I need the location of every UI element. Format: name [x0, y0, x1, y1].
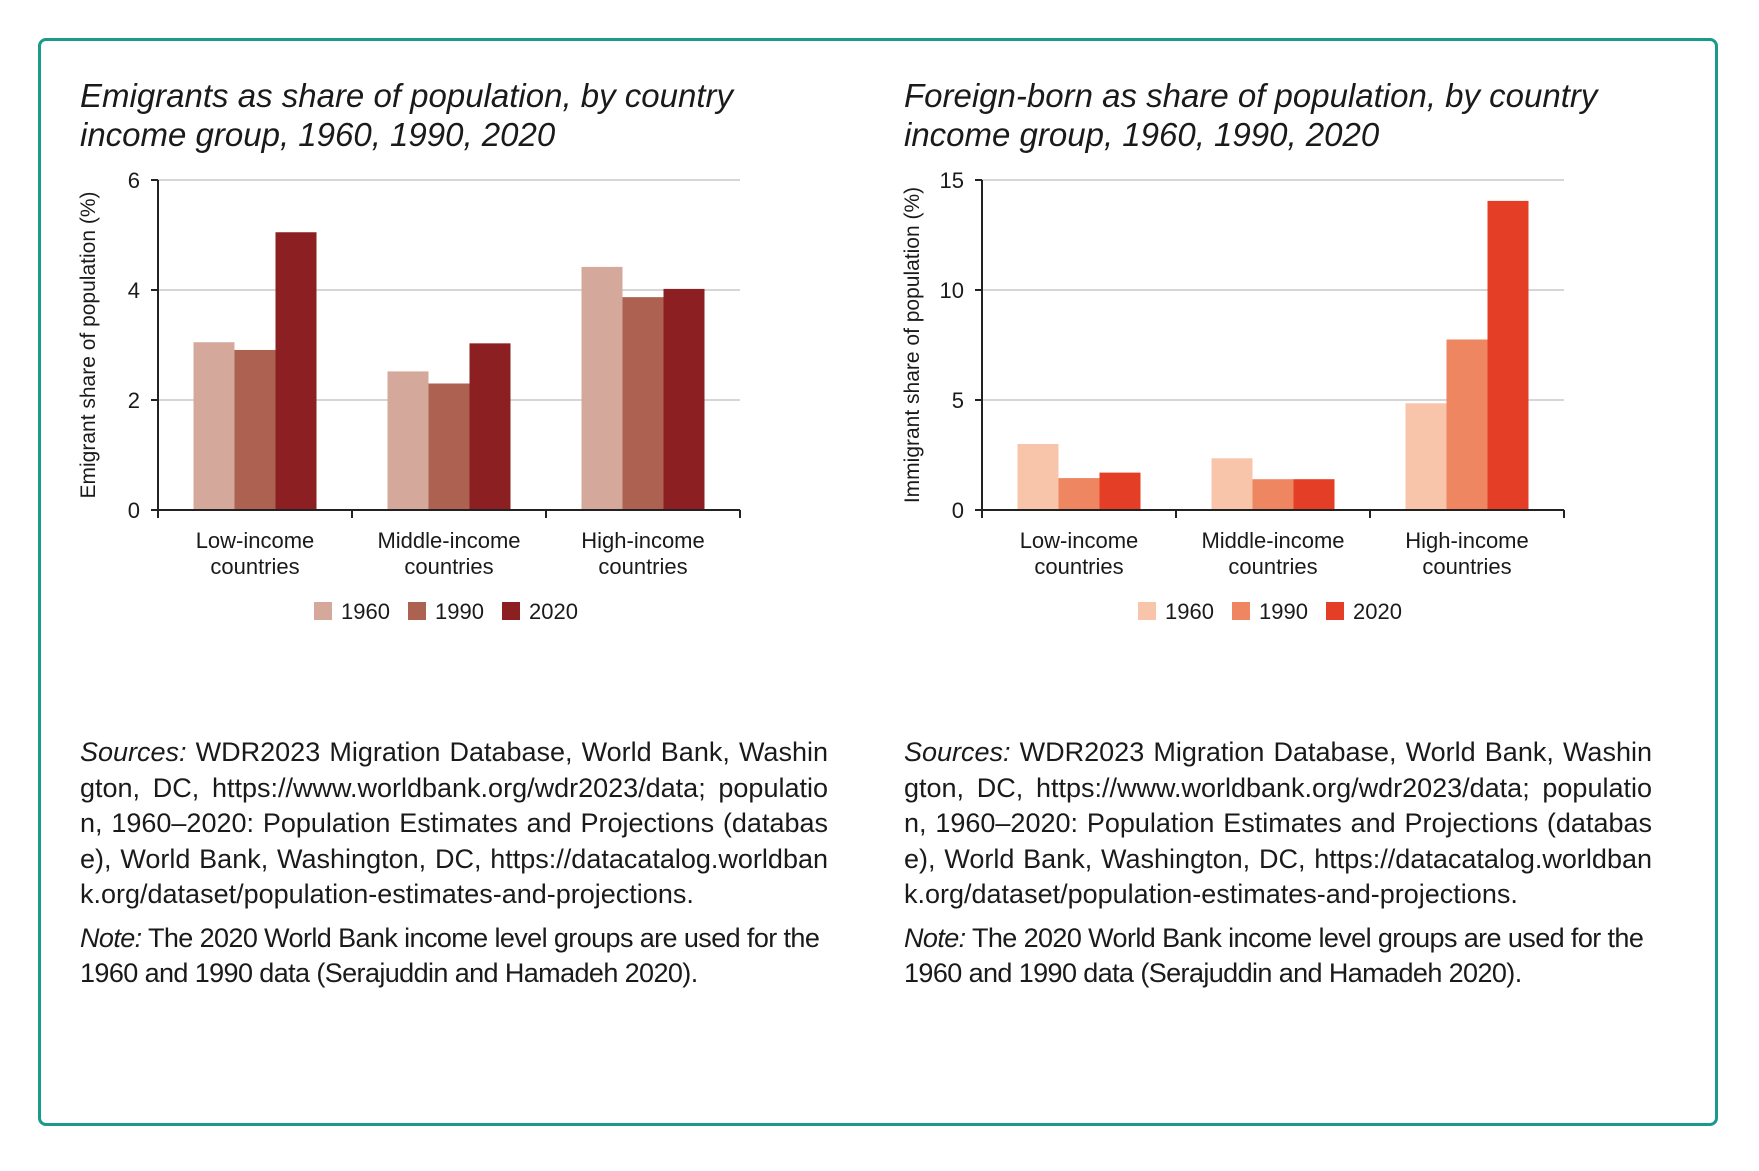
- bar-1990: [234, 349, 276, 510]
- legend-swatch-1960: [1138, 602, 1156, 620]
- bar-2020: [275, 232, 317, 510]
- bar-1960: [581, 266, 623, 510]
- legend-label-1990: 1990: [435, 599, 484, 624]
- legend-swatch-1990: [408, 602, 426, 620]
- legend-swatch-1990: [1232, 602, 1250, 620]
- panel-emigrants: Emigrants as share of population, by cou…: [77, 0, 840, 1171]
- sources-label: Sources:: [904, 737, 1011, 767]
- y-tick-label: 2: [128, 388, 140, 413]
- sources-label: Sources:: [80, 737, 187, 767]
- chart-title: Emigrants as share of population, by cou…: [80, 77, 734, 153]
- y-tick-label: 6: [128, 168, 140, 193]
- note-text: The 2020 World Bank income level groups …: [80, 922, 820, 989]
- bar-2020: [1487, 200, 1529, 510]
- legend-swatch-2020: [502, 602, 520, 620]
- x-category-label: countries: [1228, 554, 1317, 579]
- sources-text: WDR2023 Migration Database, World Bank, …: [904, 737, 1652, 909]
- sources-paragraph: Sources: WDR2023 Migration Database, Wor…: [80, 735, 828, 913]
- y-axis-label: Immigrant share of population (%): [901, 187, 924, 503]
- legend-swatch-2020: [1326, 602, 1344, 620]
- chart-notes: Sources: WDR2023 Migration Database, Wor…: [80, 735, 828, 1000]
- x-category-label: High-income: [1405, 528, 1529, 553]
- bar-2020: [1293, 479, 1335, 510]
- panel-foreign-born: Foreign-born as share of population, by …: [901, 0, 1664, 1171]
- bar-1990: [1446, 339, 1488, 510]
- x-category-label: countries: [1422, 554, 1511, 579]
- sources-paragraph: Sources: WDR2023 Migration Database, Wor…: [904, 735, 1652, 913]
- y-tick-label: 0: [128, 498, 140, 523]
- y-tick-label: 0: [952, 498, 964, 523]
- bar-1960: [387, 371, 429, 510]
- bar-1960: [193, 342, 235, 510]
- note-paragraph: Note: The 2020 World Bank income level g…: [904, 921, 1652, 992]
- legend-label-1960: 1960: [341, 599, 390, 624]
- chart-title: Foreign-born as share of population, by …: [904, 77, 1598, 153]
- foreign-born-bar-chart: 051015Low-incomecountriesMiddle-incomeco…: [901, 168, 1565, 624]
- y-tick-label: 10: [940, 278, 964, 303]
- emigrants-bar-chart: 0246Low-incomecountriesMiddle-incomecoun…: [77, 168, 741, 624]
- figure-border: [38, 38, 1718, 1126]
- legend-label-1990: 1990: [1259, 599, 1308, 624]
- x-category-label: Middle-income: [377, 528, 520, 553]
- y-axis-label: Emigrant share of population (%): [77, 192, 100, 499]
- x-category-label: countries: [1034, 554, 1123, 579]
- bar-1990: [1058, 478, 1100, 510]
- bar-1960: [1017, 444, 1059, 510]
- note-text: The 2020 World Bank income level groups …: [904, 922, 1644, 989]
- bar-2020: [469, 343, 511, 510]
- y-tick-label: 4: [128, 278, 140, 303]
- bar-1990: [622, 297, 664, 510]
- x-category-label: countries: [404, 554, 493, 579]
- x-category-label: countries: [598, 554, 687, 579]
- y-tick-label: 15: [940, 168, 964, 193]
- bar-1960: [1211, 458, 1253, 510]
- bar-1960: [1405, 403, 1447, 510]
- x-category-label: High-income: [581, 528, 705, 553]
- x-category-label: Low-income: [1020, 528, 1139, 553]
- legend-label-1960: 1960: [1165, 599, 1214, 624]
- note-label: Note:: [80, 922, 142, 953]
- bar-1990: [1252, 479, 1294, 510]
- x-category-label: Middle-income: [1201, 528, 1344, 553]
- x-category-label: Low-income: [196, 528, 315, 553]
- bar-1990: [428, 383, 470, 510]
- legend-label-2020: 2020: [529, 599, 578, 624]
- note-paragraph: Note: The 2020 World Bank income level g…: [80, 921, 828, 992]
- bar-2020: [1099, 472, 1141, 510]
- sources-text: WDR2023 Migration Database, World Bank, …: [80, 737, 828, 909]
- chart-notes: Sources: WDR2023 Migration Database, Wor…: [904, 735, 1652, 1000]
- y-tick-label: 5: [952, 388, 964, 413]
- x-category-label: countries: [210, 554, 299, 579]
- legend-label-2020: 2020: [1353, 599, 1402, 624]
- bar-2020: [663, 288, 705, 510]
- legend-swatch-1960: [314, 602, 332, 620]
- note-label: Note:: [904, 922, 966, 953]
